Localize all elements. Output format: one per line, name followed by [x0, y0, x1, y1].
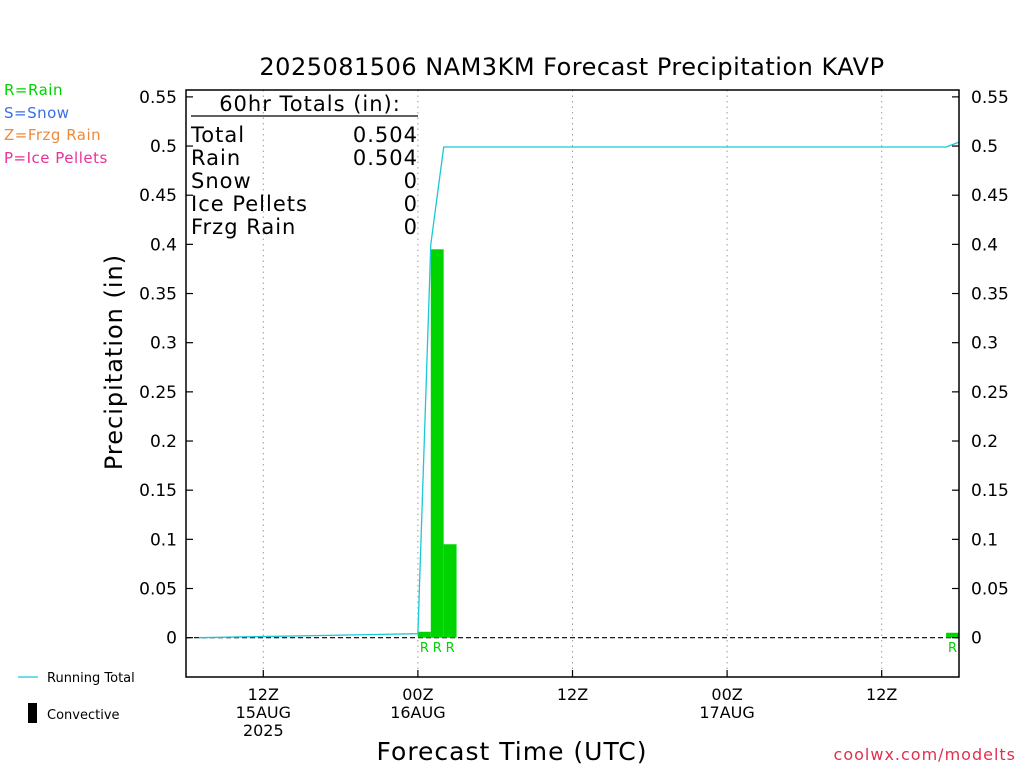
- footer-legend: Running Total Convective: [18, 671, 135, 723]
- x-tick-label: 17AUG: [699, 703, 754, 722]
- running-total-legend-label: Running Total: [47, 671, 135, 686]
- running-total-line: [198, 141, 960, 639]
- frzg-rain-legend: Z=Frzg Rain: [4, 126, 102, 144]
- x-tick-label: 12Z: [866, 685, 897, 704]
- precip-type-label: R: [433, 641, 442, 656]
- totals-row-value: 0: [404, 215, 418, 239]
- y-tick-label: 0.5: [150, 137, 177, 157]
- ice-pellets-legend: P=Ice Pellets: [4, 149, 108, 167]
- totals-row-label: Snow: [191, 169, 252, 193]
- y-axis-right-ticks: 0 0.05 0.1 0.15 0.2 0.25 0.3 0.35 0.4 0.45 0.5 0.55: [952, 88, 1009, 649]
- y-tick-label: 0.3: [971, 334, 998, 354]
- precip-type-label: R: [420, 641, 429, 656]
- precip-bar: [430, 249, 444, 638]
- totals-row-label: Total: [190, 123, 245, 147]
- convective-legend-label: Convective: [47, 708, 120, 723]
- y-tick-label: 0.5: [971, 137, 998, 157]
- y-tick-label: 0.2: [971, 432, 998, 452]
- x-tick-label: 00Z: [402, 685, 433, 704]
- totals-row-label: Ice Pellets: [191, 192, 308, 216]
- x-tick-label: 12Z: [248, 685, 279, 704]
- convective-swatch: [28, 703, 37, 723]
- snow-legend: S=Snow: [4, 104, 70, 122]
- grid-lines: [262, 90, 883, 677]
- precip-bar: [946, 632, 959, 638]
- totals-heading: 60hr Totals (in):: [219, 92, 401, 116]
- totals-table: 60hr Totals (in): Total 0.504 Rain 0.504 Sno…: [190, 92, 418, 239]
- y-axis-label: Precipitation (in): [100, 254, 128, 470]
- totals-row-value: 0.504: [353, 123, 418, 147]
- totals-row-label: Frzg Rain: [191, 215, 296, 239]
- y-tick-label: 0.55: [139, 88, 177, 108]
- y-tick-label: 0.05: [139, 580, 177, 600]
- y-tick-label: 0.25: [139, 383, 177, 403]
- y-tick-label: 0.45: [971, 186, 1009, 206]
- x-tick-label: 12Z: [557, 685, 588, 704]
- y-tick-label: 0: [166, 629, 177, 649]
- y-tick-label: 0.15: [971, 481, 1009, 501]
- totals-row-label: Rain: [191, 146, 241, 170]
- x-tick-label: 00Z: [711, 685, 742, 704]
- source-url: coolwx.com/modelts: [833, 745, 1016, 764]
- y-tick-label: 0.4: [150, 235, 177, 255]
- totals-row-value: 0.504: [353, 146, 418, 170]
- y-tick-label: 0.15: [139, 481, 177, 501]
- y-tick-label: 0: [971, 629, 982, 649]
- y-tick-label: 0.35: [971, 285, 1009, 305]
- y-tick-label: 0.25: [971, 383, 1009, 403]
- y-tick-label: 0.1: [971, 530, 998, 550]
- y-tick-label: 0.35: [139, 285, 177, 305]
- y-tick-label: 0.2: [150, 432, 177, 452]
- precip-type-label: R: [948, 641, 957, 656]
- y-tick-label: 0.1: [150, 530, 177, 550]
- y-axis-left-ticks: 0 0.05 0.1 0.15 0.2 0.25 0.3 0.35 0.4 0.45 0.5 0.55: [139, 88, 193, 649]
- precip-bar: [443, 544, 457, 638]
- rain-legend: R=Rain: [4, 81, 63, 99]
- totals-row-value: 0: [404, 192, 418, 216]
- y-tick-label: 0.05: [971, 580, 1009, 600]
- x-tick-label: 16AUG: [390, 703, 445, 722]
- y-tick-label: 0.3: [150, 334, 177, 354]
- precip-bar: [417, 631, 431, 638]
- precip-bars: [417, 249, 959, 638]
- x-tick-label: 2025: [243, 721, 284, 740]
- x-tick-label: 15AUG: [236, 703, 291, 722]
- y-tick-label: 0.45: [139, 186, 177, 206]
- chart-title: 2025081506 NAM3KM Forecast Precipitation…: [259, 53, 884, 81]
- precip-type-label: R: [446, 641, 455, 656]
- totals-row-value: 0: [404, 169, 418, 193]
- y-tick-label: 0.4: [971, 235, 998, 255]
- y-tick-label: 0.55: [971, 88, 1009, 108]
- x-axis-label: Forecast Time (UTC): [377, 737, 648, 766]
